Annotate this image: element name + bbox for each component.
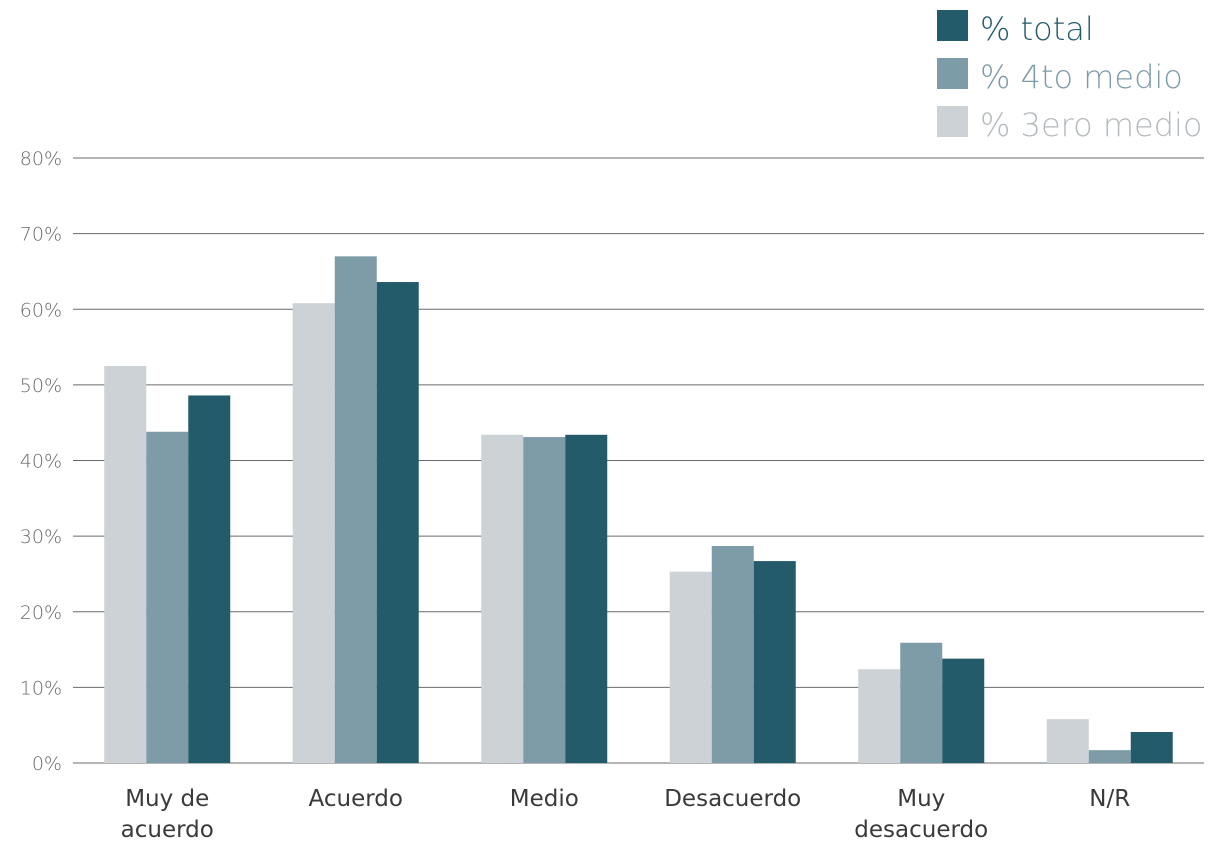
bar: [146, 431, 189, 763]
bar: [1046, 719, 1089, 763]
legend-label: % total: [980, 10, 1094, 48]
bar: [376, 282, 419, 763]
bar: [753, 561, 796, 763]
y-tick-label: 80%: [20, 148, 62, 170]
y-tick-label: 20%: [20, 602, 62, 624]
x-category-label: Acuerdo: [309, 786, 403, 812]
bar: [481, 434, 524, 763]
legend: % total % 4to medio % 3ero medio: [937, 10, 1202, 144]
bar: [858, 669, 901, 763]
bar: [1130, 731, 1173, 763]
y-axis-labels: 0% 10% 20% 30% 40% 50% 60% 70% 80%: [20, 148, 62, 775]
y-tick-label: 70%: [20, 224, 62, 246]
bar: [900, 642, 943, 763]
legend-label: % 3ero medio: [980, 106, 1202, 144]
bar: [334, 256, 377, 763]
x-category-label: Medio: [510, 786, 579, 812]
gridlines: [73, 157, 1204, 764]
bar: [292, 303, 335, 763]
bars: [104, 256, 1173, 763]
y-tick-label: 0%: [32, 753, 62, 775]
x-category-label: Muy de acuerdo: [121, 786, 214, 843]
y-tick-label: 10%: [20, 677, 62, 699]
y-tick-label: 30%: [20, 526, 62, 548]
x-category-label: N/R: [1089, 786, 1130, 812]
bar: [565, 434, 608, 763]
legend-swatch: [937, 106, 968, 137]
x-category-label: Desacuerdo: [664, 786, 801, 812]
legend-label: % 4to medio: [980, 58, 1183, 96]
bar: [523, 437, 566, 763]
bar: [1088, 750, 1131, 763]
legend-swatch: [937, 58, 968, 89]
x-axis-labels: Muy de acuerdo Acuerdo Medio Desacuerdo Muy de…: [121, 786, 1131, 843]
y-tick-label: 60%: [20, 299, 62, 321]
legend-swatch: [937, 10, 968, 41]
x-category-label: Muy desacuerdo: [854, 786, 988, 843]
bar: [711, 545, 754, 763]
y-tick-label: 40%: [20, 451, 62, 473]
bar: [669, 571, 712, 763]
bar: [104, 365, 147, 763]
y-tick-label: 50%: [20, 375, 62, 397]
bar: [942, 658, 985, 763]
bar: [188, 395, 231, 763]
